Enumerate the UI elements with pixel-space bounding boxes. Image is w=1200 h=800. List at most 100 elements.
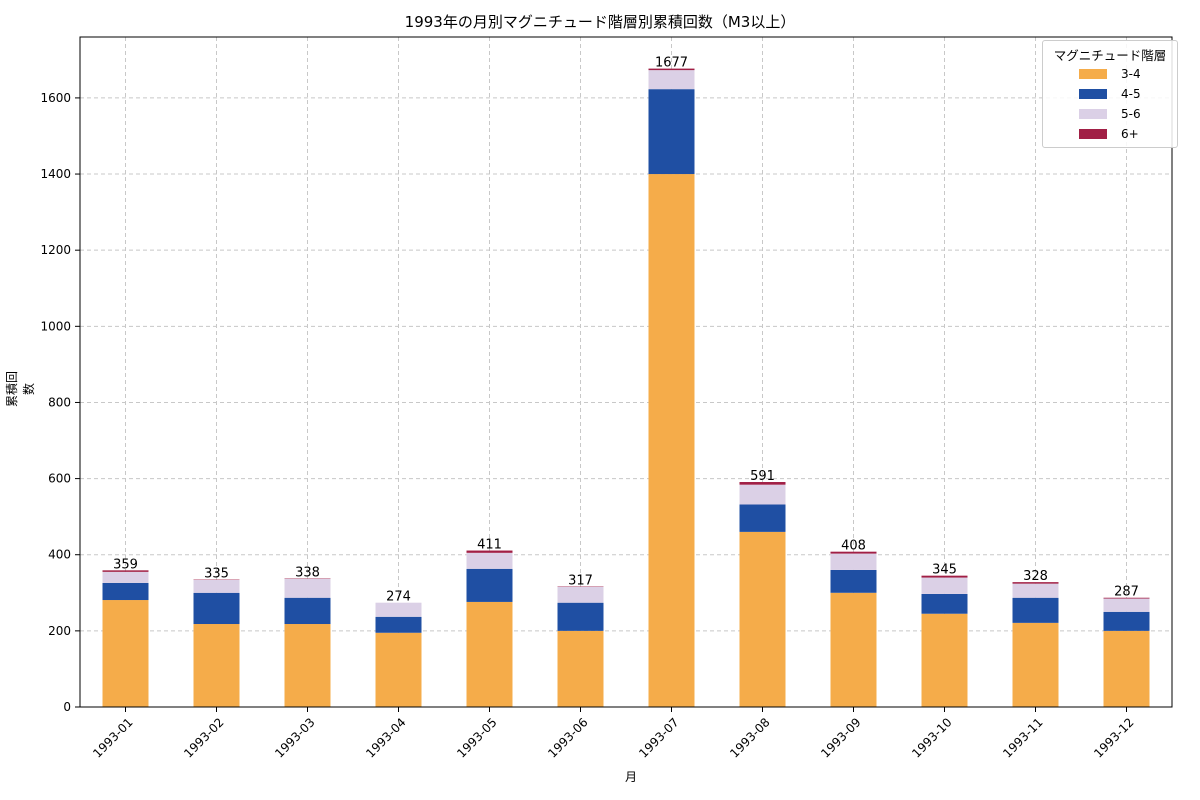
bar-stack xyxy=(1103,597,1150,707)
total-label: 335 xyxy=(204,566,229,581)
x-axis-label: 月 xyxy=(624,770,637,784)
y-tick-label: 200 xyxy=(48,624,71,638)
x-tick-label: 1993-03 xyxy=(272,715,317,760)
bar-segment-3-4 xyxy=(1103,630,1150,707)
bar-stack xyxy=(193,579,240,707)
bar-segment-4-5 xyxy=(1012,597,1059,623)
bar-segment-3-4 xyxy=(739,531,786,707)
bar-segment-5-6 xyxy=(739,484,786,505)
x-tick-label: 1993-02 xyxy=(181,715,226,760)
bar-stack xyxy=(830,551,877,707)
legend-label: 3-4 xyxy=(1121,67,1141,81)
total-label: 274 xyxy=(386,590,411,605)
bar-segment-3-4 xyxy=(375,632,422,707)
y-tick-label: 1600 xyxy=(40,91,71,105)
bar-segment-5-6 xyxy=(284,578,331,598)
bar-stack xyxy=(466,550,513,707)
bar-segment-4-5 xyxy=(284,597,331,625)
total-label: 287 xyxy=(1114,585,1139,600)
total-label: 591 xyxy=(750,469,775,484)
bar-segment-4-5 xyxy=(193,592,240,625)
total-label: 1677 xyxy=(655,56,688,71)
bar-segment-3-4 xyxy=(193,624,240,707)
y-tick-label: 400 xyxy=(48,548,71,562)
bar-segment-4-5 xyxy=(921,593,968,614)
bar-segment-5-6 xyxy=(830,553,877,570)
x-tick-label: 1993-06 xyxy=(545,715,590,760)
bar-segment-5-6 xyxy=(648,70,695,90)
legend-item: 4-5 xyxy=(1079,87,1141,101)
bar-segment-6+ xyxy=(921,575,968,578)
total-label: 408 xyxy=(841,539,866,554)
bar-segment-3-4 xyxy=(921,613,968,707)
bar-stack xyxy=(284,578,331,707)
y-tick-label: 1400 xyxy=(40,167,71,181)
y-tick-label: 1000 xyxy=(40,319,71,333)
bar-segment-4-5 xyxy=(102,582,149,601)
x-tick-label: 1993-07 xyxy=(636,715,681,760)
total-label: 411 xyxy=(477,538,502,553)
legend-item: 5-6 xyxy=(1079,107,1141,121)
bar-stack xyxy=(102,570,149,707)
bar-segment-6+ xyxy=(648,68,695,71)
bar-segment-4-5 xyxy=(648,89,695,175)
total-label: 359 xyxy=(113,557,138,572)
bar-segment-6+ xyxy=(102,570,149,572)
legend-item: 6+ xyxy=(1079,127,1139,141)
bar-segment-3-4 xyxy=(284,624,331,707)
legend-title: マグニチュード階層 xyxy=(1053,48,1167,63)
y-tick-label: 800 xyxy=(48,395,71,409)
bar-segment-6+ xyxy=(830,551,877,554)
bar-segment-4-5 xyxy=(830,569,877,593)
bar-segment-5-6 xyxy=(375,602,422,617)
legend: マグニチュード階層 3-4 4-5 5-6 6+ xyxy=(1042,40,1178,148)
bar-segment-4-5 xyxy=(1103,611,1150,631)
bar-segment-3-4 xyxy=(557,630,604,707)
x-tick-label: 1993-01 xyxy=(90,715,135,760)
legend-label: 6+ xyxy=(1121,127,1139,141)
bar-segment-5-6 xyxy=(193,579,240,593)
bar-stack xyxy=(648,68,695,707)
y-tick-label: 0 xyxy=(63,700,71,714)
chart-title: 1993年の月別マグニチュード階層別累積回数（M3以上） xyxy=(404,13,796,31)
bar-stack xyxy=(557,586,604,707)
bar-segment-3-4 xyxy=(648,174,695,707)
y-tick-label: 1200 xyxy=(40,243,71,257)
bar-segment-6+ xyxy=(466,550,513,553)
total-label: 338 xyxy=(295,565,320,580)
y-tick-label: 600 xyxy=(48,472,71,486)
legend-swatch xyxy=(1079,129,1107,139)
bar-segment-5-6 xyxy=(1103,598,1150,612)
x-tick-label: 1993-11 xyxy=(1000,715,1045,760)
axes-frame xyxy=(79,36,1173,708)
total-label: 328 xyxy=(1023,569,1048,584)
bar-stack xyxy=(739,482,786,707)
bar-segment-3-4 xyxy=(1012,622,1059,707)
bar-segment-6+ xyxy=(1103,597,1150,599)
x-tick-label: 1993-09 xyxy=(818,715,863,760)
total-label: 317 xyxy=(568,573,593,588)
bar-segment-3-4 xyxy=(102,600,149,707)
legend-label: 5-6 xyxy=(1121,107,1141,121)
bar-segment-5-6 xyxy=(1012,583,1059,598)
bar-segment-5-6 xyxy=(466,552,513,569)
bar-stack xyxy=(1012,582,1059,707)
x-tick-label: 1993-04 xyxy=(363,715,408,760)
bar-segment-4-5 xyxy=(375,616,422,633)
bar-segment-5-6 xyxy=(921,577,968,594)
bar-stack xyxy=(375,602,422,707)
bar-segment-5-6 xyxy=(557,586,604,603)
x-tick-label: 1993-08 xyxy=(727,715,772,760)
x-tick-label: 1993-10 xyxy=(909,715,954,760)
bar-segment-5-6 xyxy=(102,571,149,583)
bar-segment-6+ xyxy=(739,482,786,485)
bar-segment-4-5 xyxy=(466,568,513,602)
legend-item: 3-4 xyxy=(1079,67,1141,81)
bar-segment-4-5 xyxy=(557,602,604,631)
legend-swatch xyxy=(1079,109,1107,119)
total-label: 345 xyxy=(932,563,957,578)
legend-swatch xyxy=(1079,89,1107,99)
bar-stack xyxy=(921,575,968,707)
legend-label: 4-5 xyxy=(1121,87,1141,101)
